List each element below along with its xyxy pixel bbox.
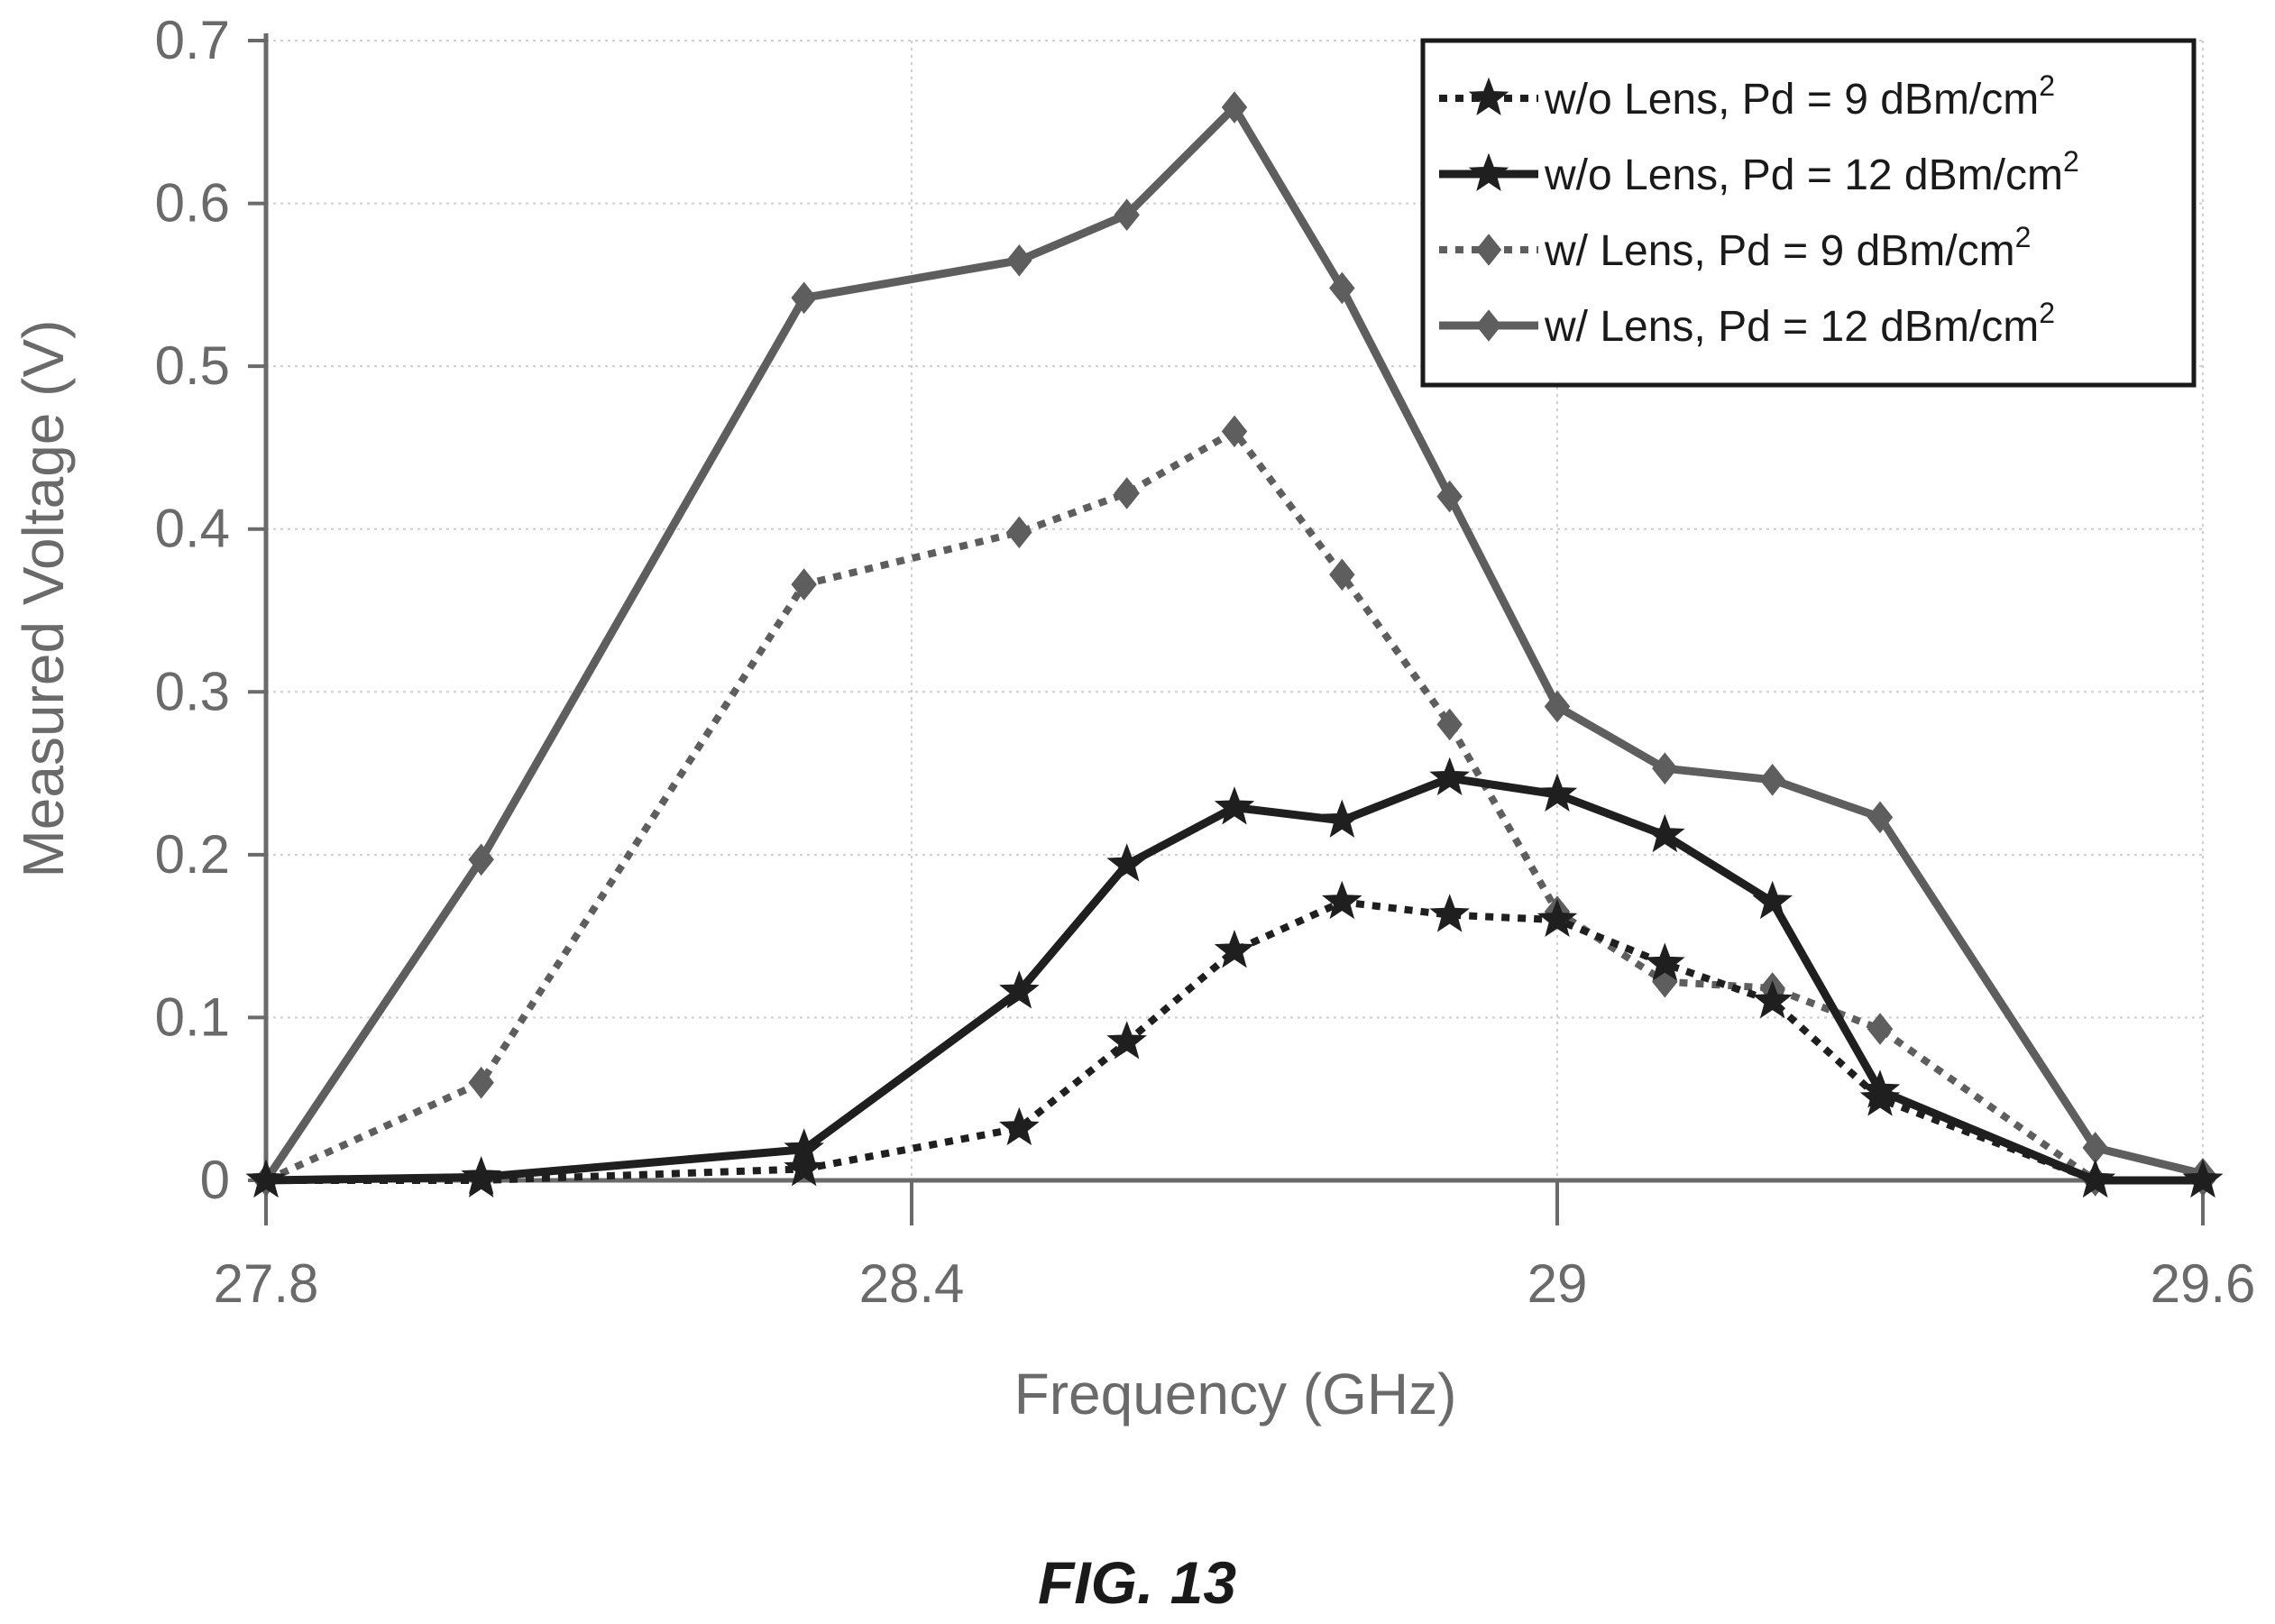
star-marker [1752, 880, 1793, 920]
legend-label-superscript: 2 [2015, 221, 2032, 253]
legend-label-superscript: 2 [2063, 145, 2079, 178]
legend-marker [1468, 152, 1509, 191]
y-tick-label: 0.1 [155, 986, 230, 1047]
star-marker [784, 1147, 824, 1187]
diamond-marker [791, 281, 817, 315]
star-marker [1537, 898, 1578, 938]
legend-label: w/o Lens, Pd = 12 dBm/cm2 [1544, 145, 2079, 199]
series-3 [252, 91, 2216, 1197]
diamond-marker [1759, 763, 1785, 796]
x-tick-label: 29 [1527, 1253, 1588, 1314]
star-marker [1859, 1078, 1901, 1116]
y-tick-label: 0.7 [155, 10, 230, 70]
diamond-marker [1114, 477, 1140, 509]
series-line [264, 427, 2203, 1184]
legend-label-superscript: 2 [2039, 69, 2055, 102]
y-tick-labels: 0 0.1 0.2 0.3 0.4 0.5 0.6 0.7 [155, 10, 230, 1210]
star-marker [1106, 1021, 1147, 1060]
x-tick-label: 27.8 [214, 1253, 319, 1314]
star-marker [1429, 757, 1470, 795]
diamond-marker [1221, 415, 1248, 448]
y-tick-label: 0 [200, 1150, 230, 1210]
star-marker [1322, 799, 1362, 838]
legend-marker [1468, 77, 1509, 115]
series-layer [245, 91, 2224, 1197]
x-tick-label: 28.4 [859, 1253, 965, 1314]
diamond-marker [1329, 558, 1355, 592]
legend-label: w/o Lens, Pd = 9 dBm/cm2 [1544, 69, 2055, 124]
y-axis-label: Measured Voltage (V) [11, 320, 76, 878]
star-marker [1429, 894, 1470, 932]
star-marker [1214, 786, 1255, 825]
y-tick-label: 0.5 [155, 335, 230, 396]
x-tick-label: 29.6 [2151, 1253, 2256, 1314]
star-marker [1214, 929, 1255, 968]
diamond-marker [1867, 801, 1894, 834]
star-marker [1645, 813, 1685, 853]
diamond-marker [1867, 1013, 1894, 1045]
legend-label: w/ Lens, Pd = 9 dBm/cm2 [1544, 221, 2031, 275]
diamond-marker [1652, 752, 1678, 784]
series-line [266, 898, 2203, 1184]
star-marker [245, 1159, 287, 1197]
diamond-marker [1006, 516, 1032, 549]
star-marker [1752, 979, 1793, 1019]
series-0 [245, 880, 2224, 1197]
star-marker [1106, 843, 1147, 882]
series-line [262, 103, 2205, 1183]
diamond-marker [1436, 708, 1463, 741]
diamond-marker [1006, 243, 1032, 277]
diamond-marker [1114, 198, 1140, 232]
star-marker [2182, 1159, 2224, 1197]
star-marker [999, 1106, 1040, 1146]
diamond-marker [1329, 271, 1355, 305]
star-marker [1645, 942, 1685, 981]
x-tick-labels: 27.8 28.4 29 29.6 [214, 1253, 2256, 1314]
diamond-marker [468, 1066, 494, 1099]
star-marker [461, 1159, 501, 1197]
legend-box [1420, 38, 2197, 388]
y-tick-label: 0.4 [155, 499, 230, 559]
legend-marker [1475, 309, 1502, 342]
star-marker [999, 970, 1040, 1009]
y-tick-label: 0.2 [155, 824, 230, 885]
diamond-marker [1436, 480, 1463, 513]
diamond-marker [468, 843, 494, 876]
diamond-marker [791, 568, 817, 601]
x-axis-label: Frequency (GHz) [1014, 1362, 1457, 1427]
legend-label-superscript: 2 [2039, 297, 2055, 329]
figure-caption: FIG. 13 [1038, 1549, 1236, 1616]
legend-marker [1475, 234, 1502, 266]
series-line [265, 774, 2203, 1185]
star-marker [1537, 773, 1578, 812]
star-marker [1322, 880, 1362, 920]
y-tick-label: 0.3 [155, 661, 230, 721]
legend-label: w/ Lens, Pd = 12 dBm/cm2 [1544, 297, 2055, 351]
y-tick-label: 0.6 [155, 173, 230, 234]
diamond-marker [1221, 91, 1248, 124]
series-1 [245, 757, 2224, 1197]
diamond-marker [1544, 690, 1571, 723]
star-marker [2075, 1159, 2115, 1197]
legend: w/o Lens, Pd = 9 dBm/cm2 w/o Lens, Pd = 1… [1420, 38, 2197, 388]
